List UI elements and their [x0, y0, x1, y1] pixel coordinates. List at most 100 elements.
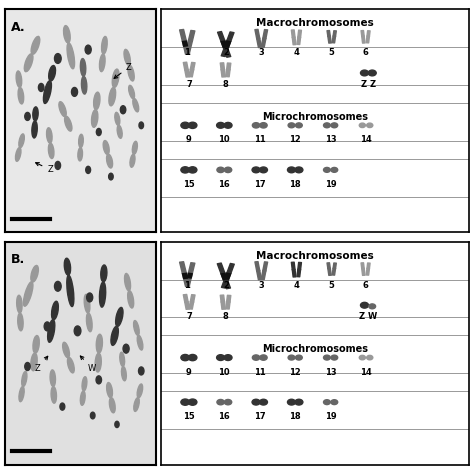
Circle shape	[324, 123, 330, 128]
Ellipse shape	[130, 154, 135, 167]
FancyBboxPatch shape	[297, 37, 301, 45]
Text: 6: 6	[363, 48, 368, 57]
Circle shape	[324, 400, 330, 405]
Text: 13: 13	[325, 368, 337, 377]
FancyBboxPatch shape	[180, 29, 186, 41]
Ellipse shape	[19, 134, 24, 148]
FancyBboxPatch shape	[189, 30, 195, 41]
Circle shape	[259, 167, 267, 173]
Text: 12: 12	[289, 368, 301, 377]
Circle shape	[252, 399, 260, 405]
Circle shape	[361, 302, 368, 308]
Ellipse shape	[116, 308, 123, 327]
FancyBboxPatch shape	[362, 268, 365, 275]
Circle shape	[188, 167, 197, 173]
Ellipse shape	[51, 386, 56, 403]
FancyBboxPatch shape	[366, 36, 369, 43]
Ellipse shape	[103, 141, 109, 155]
Text: Microchromosomes: Microchromosomes	[262, 344, 368, 354]
Circle shape	[96, 376, 101, 384]
Circle shape	[86, 166, 91, 173]
Circle shape	[287, 167, 295, 173]
Ellipse shape	[134, 320, 139, 336]
Text: 1: 1	[184, 281, 190, 290]
Circle shape	[259, 399, 267, 405]
FancyBboxPatch shape	[218, 32, 225, 41]
Circle shape	[295, 355, 302, 360]
Circle shape	[115, 421, 119, 428]
Ellipse shape	[18, 87, 24, 104]
Text: 5: 5	[329, 48, 335, 57]
Ellipse shape	[31, 36, 40, 55]
Ellipse shape	[137, 335, 143, 350]
Ellipse shape	[49, 65, 55, 81]
Circle shape	[181, 355, 190, 361]
Circle shape	[331, 123, 337, 128]
FancyBboxPatch shape	[225, 273, 230, 279]
Circle shape	[217, 167, 224, 173]
Ellipse shape	[84, 294, 90, 313]
Ellipse shape	[64, 258, 71, 275]
Text: 3: 3	[258, 281, 264, 290]
FancyBboxPatch shape	[190, 63, 195, 70]
Text: 18: 18	[289, 412, 301, 421]
Circle shape	[139, 122, 144, 128]
FancyBboxPatch shape	[221, 273, 227, 280]
Text: 2: 2	[223, 48, 229, 57]
Ellipse shape	[16, 71, 22, 88]
FancyBboxPatch shape	[187, 273, 192, 278]
FancyBboxPatch shape	[189, 301, 194, 309]
Circle shape	[287, 399, 295, 405]
FancyBboxPatch shape	[367, 31, 370, 36]
Circle shape	[25, 112, 30, 120]
Ellipse shape	[63, 342, 70, 358]
Text: 16: 16	[219, 180, 230, 189]
Circle shape	[60, 403, 65, 410]
Ellipse shape	[86, 313, 92, 332]
FancyBboxPatch shape	[227, 63, 231, 70]
Circle shape	[217, 400, 224, 405]
Text: Z W: Z W	[359, 312, 377, 321]
FancyBboxPatch shape	[298, 263, 301, 270]
Ellipse shape	[82, 76, 87, 94]
Ellipse shape	[133, 99, 139, 112]
FancyBboxPatch shape	[333, 263, 337, 269]
Ellipse shape	[59, 102, 66, 117]
Circle shape	[295, 167, 303, 173]
Ellipse shape	[128, 291, 134, 308]
Circle shape	[91, 412, 95, 419]
Ellipse shape	[18, 313, 23, 331]
Text: 7: 7	[186, 312, 192, 321]
Circle shape	[288, 355, 295, 360]
Text: 9: 9	[186, 368, 192, 377]
Ellipse shape	[117, 125, 122, 138]
Circle shape	[224, 167, 232, 173]
Ellipse shape	[17, 295, 22, 313]
FancyBboxPatch shape	[227, 32, 234, 41]
FancyBboxPatch shape	[362, 36, 365, 43]
Text: 15: 15	[183, 412, 195, 421]
FancyBboxPatch shape	[182, 41, 188, 46]
Text: 5: 5	[329, 281, 335, 290]
Text: 9: 9	[186, 136, 192, 145]
FancyBboxPatch shape	[183, 62, 188, 70]
FancyBboxPatch shape	[332, 268, 336, 275]
Ellipse shape	[81, 59, 86, 76]
Ellipse shape	[67, 357, 74, 373]
FancyBboxPatch shape	[292, 37, 296, 45]
FancyBboxPatch shape	[185, 301, 190, 310]
Circle shape	[181, 167, 190, 173]
Ellipse shape	[46, 128, 52, 143]
Circle shape	[109, 173, 113, 180]
Text: 8: 8	[223, 80, 228, 89]
Ellipse shape	[78, 147, 82, 161]
FancyBboxPatch shape	[183, 294, 188, 302]
FancyBboxPatch shape	[189, 69, 194, 77]
Circle shape	[138, 367, 144, 375]
Ellipse shape	[112, 69, 119, 88]
Circle shape	[55, 162, 61, 169]
FancyBboxPatch shape	[255, 29, 260, 39]
Circle shape	[295, 123, 302, 128]
Ellipse shape	[91, 109, 98, 128]
Ellipse shape	[24, 54, 33, 72]
